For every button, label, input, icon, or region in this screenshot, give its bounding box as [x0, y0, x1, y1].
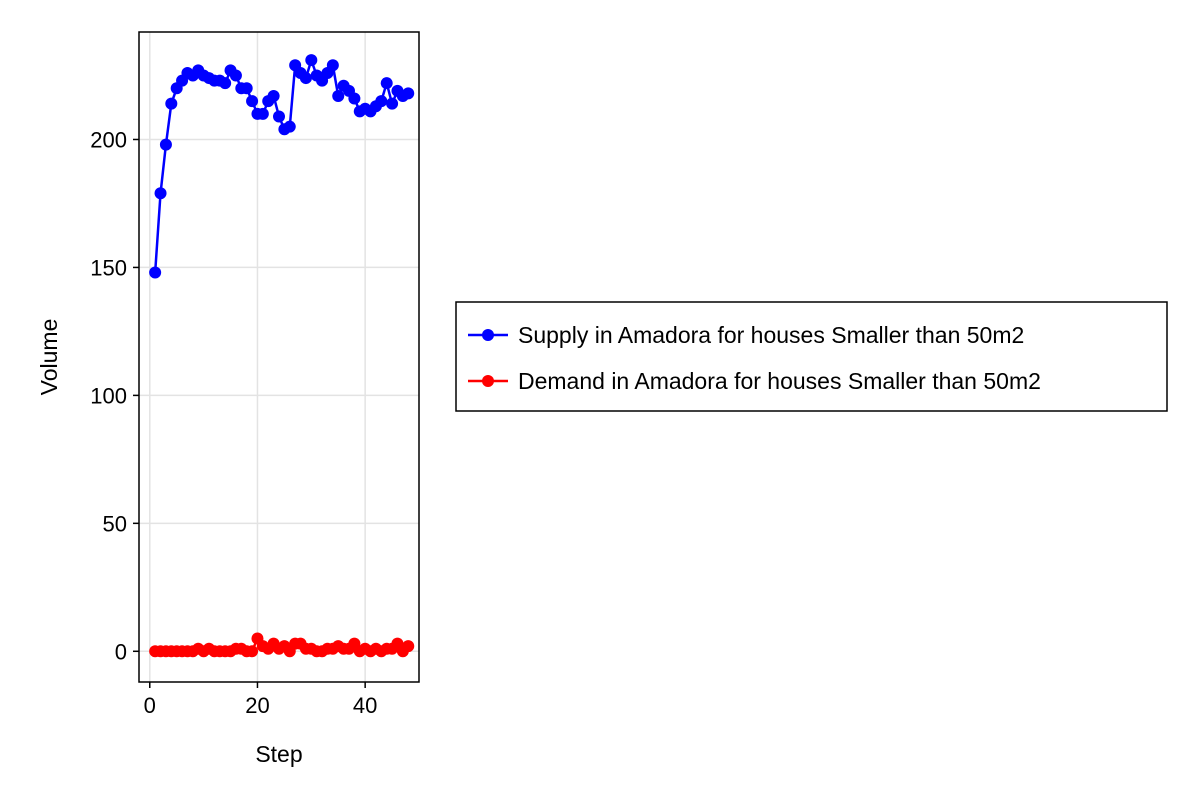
- x-tick-label: 0: [144, 693, 156, 718]
- legend-item: Demand in Amadora for houses Smaller tha…: [468, 368, 1041, 394]
- data-point: [149, 266, 162, 279]
- x-axis-title: Step: [255, 741, 302, 767]
- data-point: [240, 82, 253, 95]
- data-point: [283, 120, 296, 133]
- data-point: [348, 92, 361, 105]
- data-point: [229, 69, 242, 82]
- y-tick-label: 50: [103, 511, 127, 536]
- series-1: [149, 54, 415, 279]
- data-point: [267, 89, 280, 102]
- data-point: [154, 187, 167, 200]
- legend: Supply in Amadora for houses Smaller tha…: [455, 301, 1168, 412]
- data-point: [159, 138, 172, 151]
- legend-label: Demand in Amadora for houses Smaller tha…: [518, 368, 1041, 394]
- y-axis-title: Volume: [36, 319, 62, 396]
- data-point: [386, 97, 399, 110]
- data-point: [332, 89, 345, 102]
- grid-lines: [139, 32, 419, 682]
- plot-frame: [138, 31, 420, 683]
- data-point: [380, 77, 393, 90]
- legend-marker: [482, 375, 494, 387]
- legend-marker: [482, 329, 494, 341]
- data-point: [402, 640, 415, 653]
- x-tick-label: 20: [245, 693, 269, 718]
- series-line: [153, 58, 409, 273]
- data-point: [273, 110, 285, 123]
- y-tick-label: 200: [90, 127, 127, 152]
- data-point: [165, 97, 178, 110]
- series-layer: [149, 54, 415, 658]
- legend-item: Supply in Amadora for houses Smaller tha…: [468, 322, 1024, 348]
- data-point: [305, 54, 318, 67]
- data-point: [256, 107, 269, 120]
- data-point: [246, 645, 259, 658]
- x-tick-label: 40: [353, 693, 377, 718]
- y-tick-label: 0: [115, 639, 127, 664]
- legend-label: Supply in Amadora for houses Smaller tha…: [518, 322, 1024, 348]
- axis-ticks: 0 20 40 0 50 100 150 200: [90, 127, 377, 718]
- data-point: [402, 87, 415, 100]
- y-tick-label: 150: [90, 255, 127, 280]
- data-point: [219, 77, 232, 90]
- legend-frame: [455, 301, 1168, 412]
- y-tick-label: 100: [90, 383, 127, 408]
- data-point: [299, 72, 312, 85]
- series-2: [149, 632, 415, 658]
- data-point: [246, 95, 259, 108]
- data-point: [375, 95, 388, 108]
- data-point: [326, 59, 339, 72]
